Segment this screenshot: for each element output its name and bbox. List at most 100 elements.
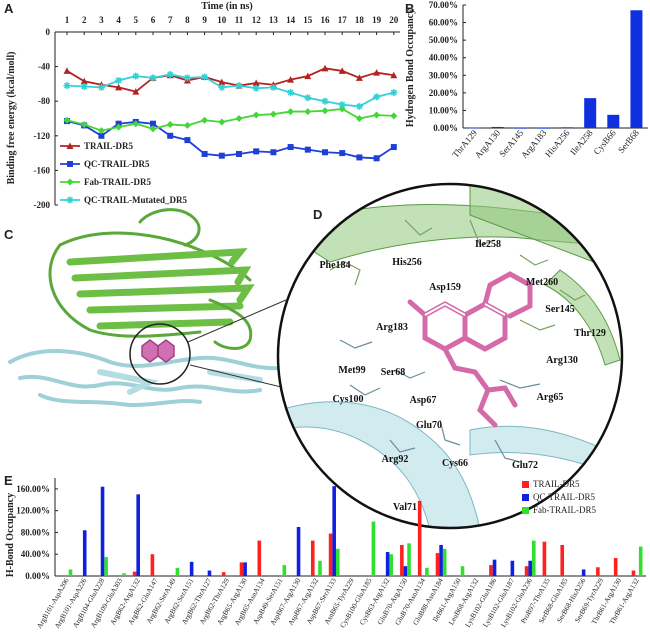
residue-label-ile258: Ile258	[475, 239, 501, 250]
panel-a-line-chart: A Time (in ns) 1 2 3 4 5 6 7 8 9 10 11 12 13 14 15 16 17…	[4, 1, 400, 210]
data-point	[115, 76, 123, 84]
data-point	[287, 89, 295, 97]
bar-serb68	[630, 10, 643, 128]
data-point	[98, 132, 105, 139]
panel-d-binding-site: D	[276, 182, 624, 530]
ligand-overview	[141, 339, 175, 363]
legend-swatch	[522, 494, 529, 501]
chart-b-y-tick: 10.00%	[429, 105, 458, 115]
bar-trail-dr5	[239, 562, 244, 576]
chart-a-x-tick: 17	[338, 15, 348, 25]
chart-e-y-ticks: 160.00% 120.00% 80.00% 40.00% 0.00%	[16, 484, 58, 581]
data-point	[373, 111, 381, 119]
chart-a-x-tick: 7	[168, 15, 173, 25]
residue-label-arg183: Arg183	[376, 322, 408, 333]
chart-e-y-tick: 0.00%	[25, 571, 50, 581]
data-point	[355, 102, 363, 110]
bar-fab-trail-dr5	[442, 548, 447, 576]
chart-a-x-tick: 5	[134, 15, 139, 25]
series-fab-trail-dr5	[63, 105, 398, 135]
chart-b-y-ticks: 70.00% 60.00% 50.00% 40.00% 30.00% 20.00% 10.0…	[429, 0, 466, 133]
bar-qc-trail-dr5	[492, 559, 497, 576]
chart-b-x-ticks: ThrA129ArgA130SerA145ArgA183HisA256IleA2…	[450, 127, 641, 160]
series-trail-dr5	[63, 64, 398, 95]
bar-trail-dr5	[417, 500, 422, 576]
chart-b-y-tick: 20.00%	[429, 88, 458, 98]
chart-b-x-tick: ArgA130	[473, 127, 503, 160]
data-point	[304, 94, 312, 102]
bar-fab-trail-dr5	[460, 566, 465, 576]
bar-sera145	[514, 127, 527, 129]
ligand	[407, 271, 533, 428]
bar-fab-trail-dr5	[371, 521, 376, 576]
chart-b-y-label: Hydrogen Bond Occupancy	[405, 9, 416, 127]
chart-a-y-label: Binding free energy (kcal/moll)	[6, 52, 17, 185]
data-point	[338, 101, 346, 109]
data-point	[235, 82, 243, 90]
bar-trail-dr5	[400, 544, 404, 576]
legend-label: Fab-TRAIL-DR5	[84, 177, 152, 187]
legend-marker	[67, 161, 73, 167]
chart-a-x-tick: 16	[321, 15, 331, 25]
residue-label-glu70: Glu70	[416, 420, 442, 431]
bar-qc-trail-dr5	[136, 494, 140, 576]
data-point	[373, 93, 381, 101]
data-point	[355, 115, 363, 122]
residue-label-cys100: Cys100	[332, 394, 363, 405]
legend-label: QC-TRAIL-Mutated_DR5	[84, 195, 187, 205]
chart-b-y-tick: 50.00%	[429, 35, 458, 45]
data-point	[166, 70, 174, 78]
legend-swatch	[522, 481, 529, 488]
chart-a-x-tick: 2	[82, 15, 87, 25]
legend-label: QC-TRAIL-DR5	[533, 492, 595, 502]
residue-label-ser68: Ser68	[381, 367, 405, 378]
data-point	[63, 116, 71, 124]
data-point	[304, 108, 312, 116]
data-point	[253, 148, 260, 155]
bar-ilea258	[584, 98, 597, 128]
data-point	[218, 118, 226, 126]
data-point	[373, 69, 381, 76]
data-point	[132, 72, 140, 80]
residue-label-glu72: Glu72	[512, 460, 538, 471]
bar-trail-dr5	[596, 567, 600, 576]
bar-fab-trail-dr5	[425, 567, 429, 576]
data-point	[97, 83, 105, 91]
residue-label-thr129: Thr129	[574, 328, 606, 339]
cyan-protein-domain	[8, 349, 306, 407]
bar-arga183	[537, 127, 550, 129]
residue-label-arg130: Arg130	[546, 355, 578, 366]
data-point	[287, 76, 295, 83]
bar-trail-dr5	[613, 558, 618, 576]
data-point	[115, 83, 123, 91]
chart-a-x-tick: 20	[389, 15, 399, 25]
data-point	[132, 88, 140, 95]
data-point	[390, 144, 397, 151]
data-point	[390, 112, 398, 120]
data-point	[149, 74, 157, 82]
legend-label: QC-TRAIL-DR5	[84, 159, 150, 169]
panel-c-structure: C	[4, 208, 306, 407]
chart-a-x-tick: 8	[185, 15, 190, 25]
bar-fab-trail-dr5	[407, 543, 411, 576]
chart-e-y-tick: 160.00%	[16, 484, 50, 494]
panel-d-letter: D	[313, 207, 322, 222]
chart-e-legend: TRAIL-DR5 QC-TRAIL-DR5 Fab-TRAIL-DR5	[522, 479, 596, 515]
data-point	[252, 84, 260, 92]
chart-b-y-tick: 60.00%	[429, 18, 458, 28]
chart-b-bars	[468, 10, 643, 129]
residue-label-val71: Val71	[393, 502, 417, 513]
data-point	[252, 111, 260, 119]
series-qc-trail-mutated-dr5	[63, 70, 398, 110]
panel-c-letter: C	[4, 227, 14, 242]
legend-item-qc-trail-mutated-dr5: QC-TRAIL-Mutated_DR5	[60, 195, 187, 205]
data-point	[321, 64, 329, 72]
bar-trail-dr5	[542, 541, 547, 576]
bar-trail-dr5	[150, 554, 155, 576]
chart-b-y-tick: 30.00%	[429, 70, 458, 80]
data-point	[218, 78, 226, 86]
data-point	[201, 116, 209, 124]
bar-trail-dr5	[524, 566, 529, 576]
series-qc-trail-dr5	[64, 118, 397, 162]
